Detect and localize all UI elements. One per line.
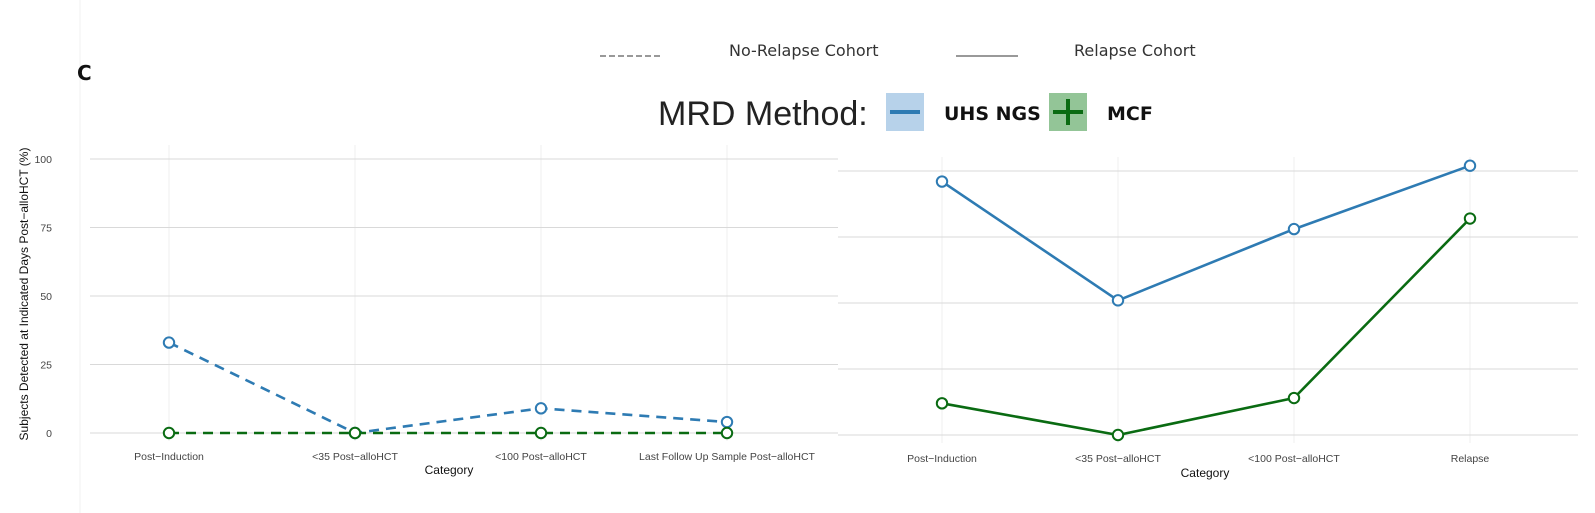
data-point-uhs-ngs <box>935 175 949 188</box>
cohort-label-no-relapse: No-Relapse Cohort <box>729 41 878 60</box>
series-line-uhs-ngs <box>941 164 1471 302</box>
method-legend: MRD Method: UHS NGS MCF <box>658 93 1153 133</box>
y-tick-label: 50 <box>40 291 52 303</box>
x-tick-label: <100 Post−alloHCT <box>495 451 587 463</box>
x-tick-label: Post−Induction <box>907 453 977 465</box>
data-point-uhs-ngs <box>534 402 548 415</box>
no-relapse-panel: Subjects Detected at Indicated Days Post… <box>17 145 838 477</box>
x-tick-label: Post−Induction <box>134 451 204 463</box>
data-point-mcf <box>348 426 362 440</box>
y-tick-label: 0 <box>46 428 52 440</box>
x-tick-label: Last Follow Up Sample Post−alloHCT <box>639 451 816 463</box>
data-point-mcf <box>1111 428 1125 442</box>
cohort-legend: No-Relapse Cohort Relapse Cohort <box>600 41 1196 60</box>
data-point-mcf <box>1287 391 1301 405</box>
x-axis-title-right: Category <box>1181 466 1230 480</box>
data-point-mcf <box>162 426 176 440</box>
data-point-uhs-ngs <box>1111 294 1125 307</box>
data-point-mcf <box>935 397 949 410</box>
panel-label: C <box>77 61 92 85</box>
data-point-uhs-ngs <box>1463 159 1477 172</box>
relapse-panel: Category Post−Induction <35 Post−alloHCT <… <box>838 157 1578 480</box>
legend-title: MRD Method: <box>658 95 868 133</box>
series-line-uhs-ngs <box>168 341 728 435</box>
y-tick-label: 25 <box>40 360 52 372</box>
data-point-uhs-ngs <box>720 415 734 429</box>
y-tick-label: 100 <box>34 154 52 166</box>
y-axis-title: Subjects Detected at Indicated Days Post… <box>17 148 31 441</box>
y-tick-label: 75 <box>40 223 52 235</box>
legend-entry-uhs-ngs: UHS NGS <box>944 103 1041 125</box>
x-tick-label: <35 Post−alloHCT <box>1075 453 1161 465</box>
data-point-mcf <box>534 426 548 440</box>
data-point-mcf <box>1463 212 1477 225</box>
x-tick-label: <100 Post−alloHCT <box>1248 453 1340 465</box>
data-point-uhs-ngs <box>162 336 176 349</box>
series-line-mcf <box>941 217 1471 437</box>
data-point-uhs-ngs <box>1287 222 1301 236</box>
legend-entry-mcf: MCF <box>1107 103 1153 125</box>
x-tick-label: Relapse <box>1451 453 1490 465</box>
x-tick-label: <35 Post−alloHCT <box>312 451 398 463</box>
data-point-mcf <box>720 426 734 440</box>
x-axis-title-left: Category <box>425 463 474 477</box>
cohort-label-relapse: Relapse Cohort <box>1074 41 1196 60</box>
